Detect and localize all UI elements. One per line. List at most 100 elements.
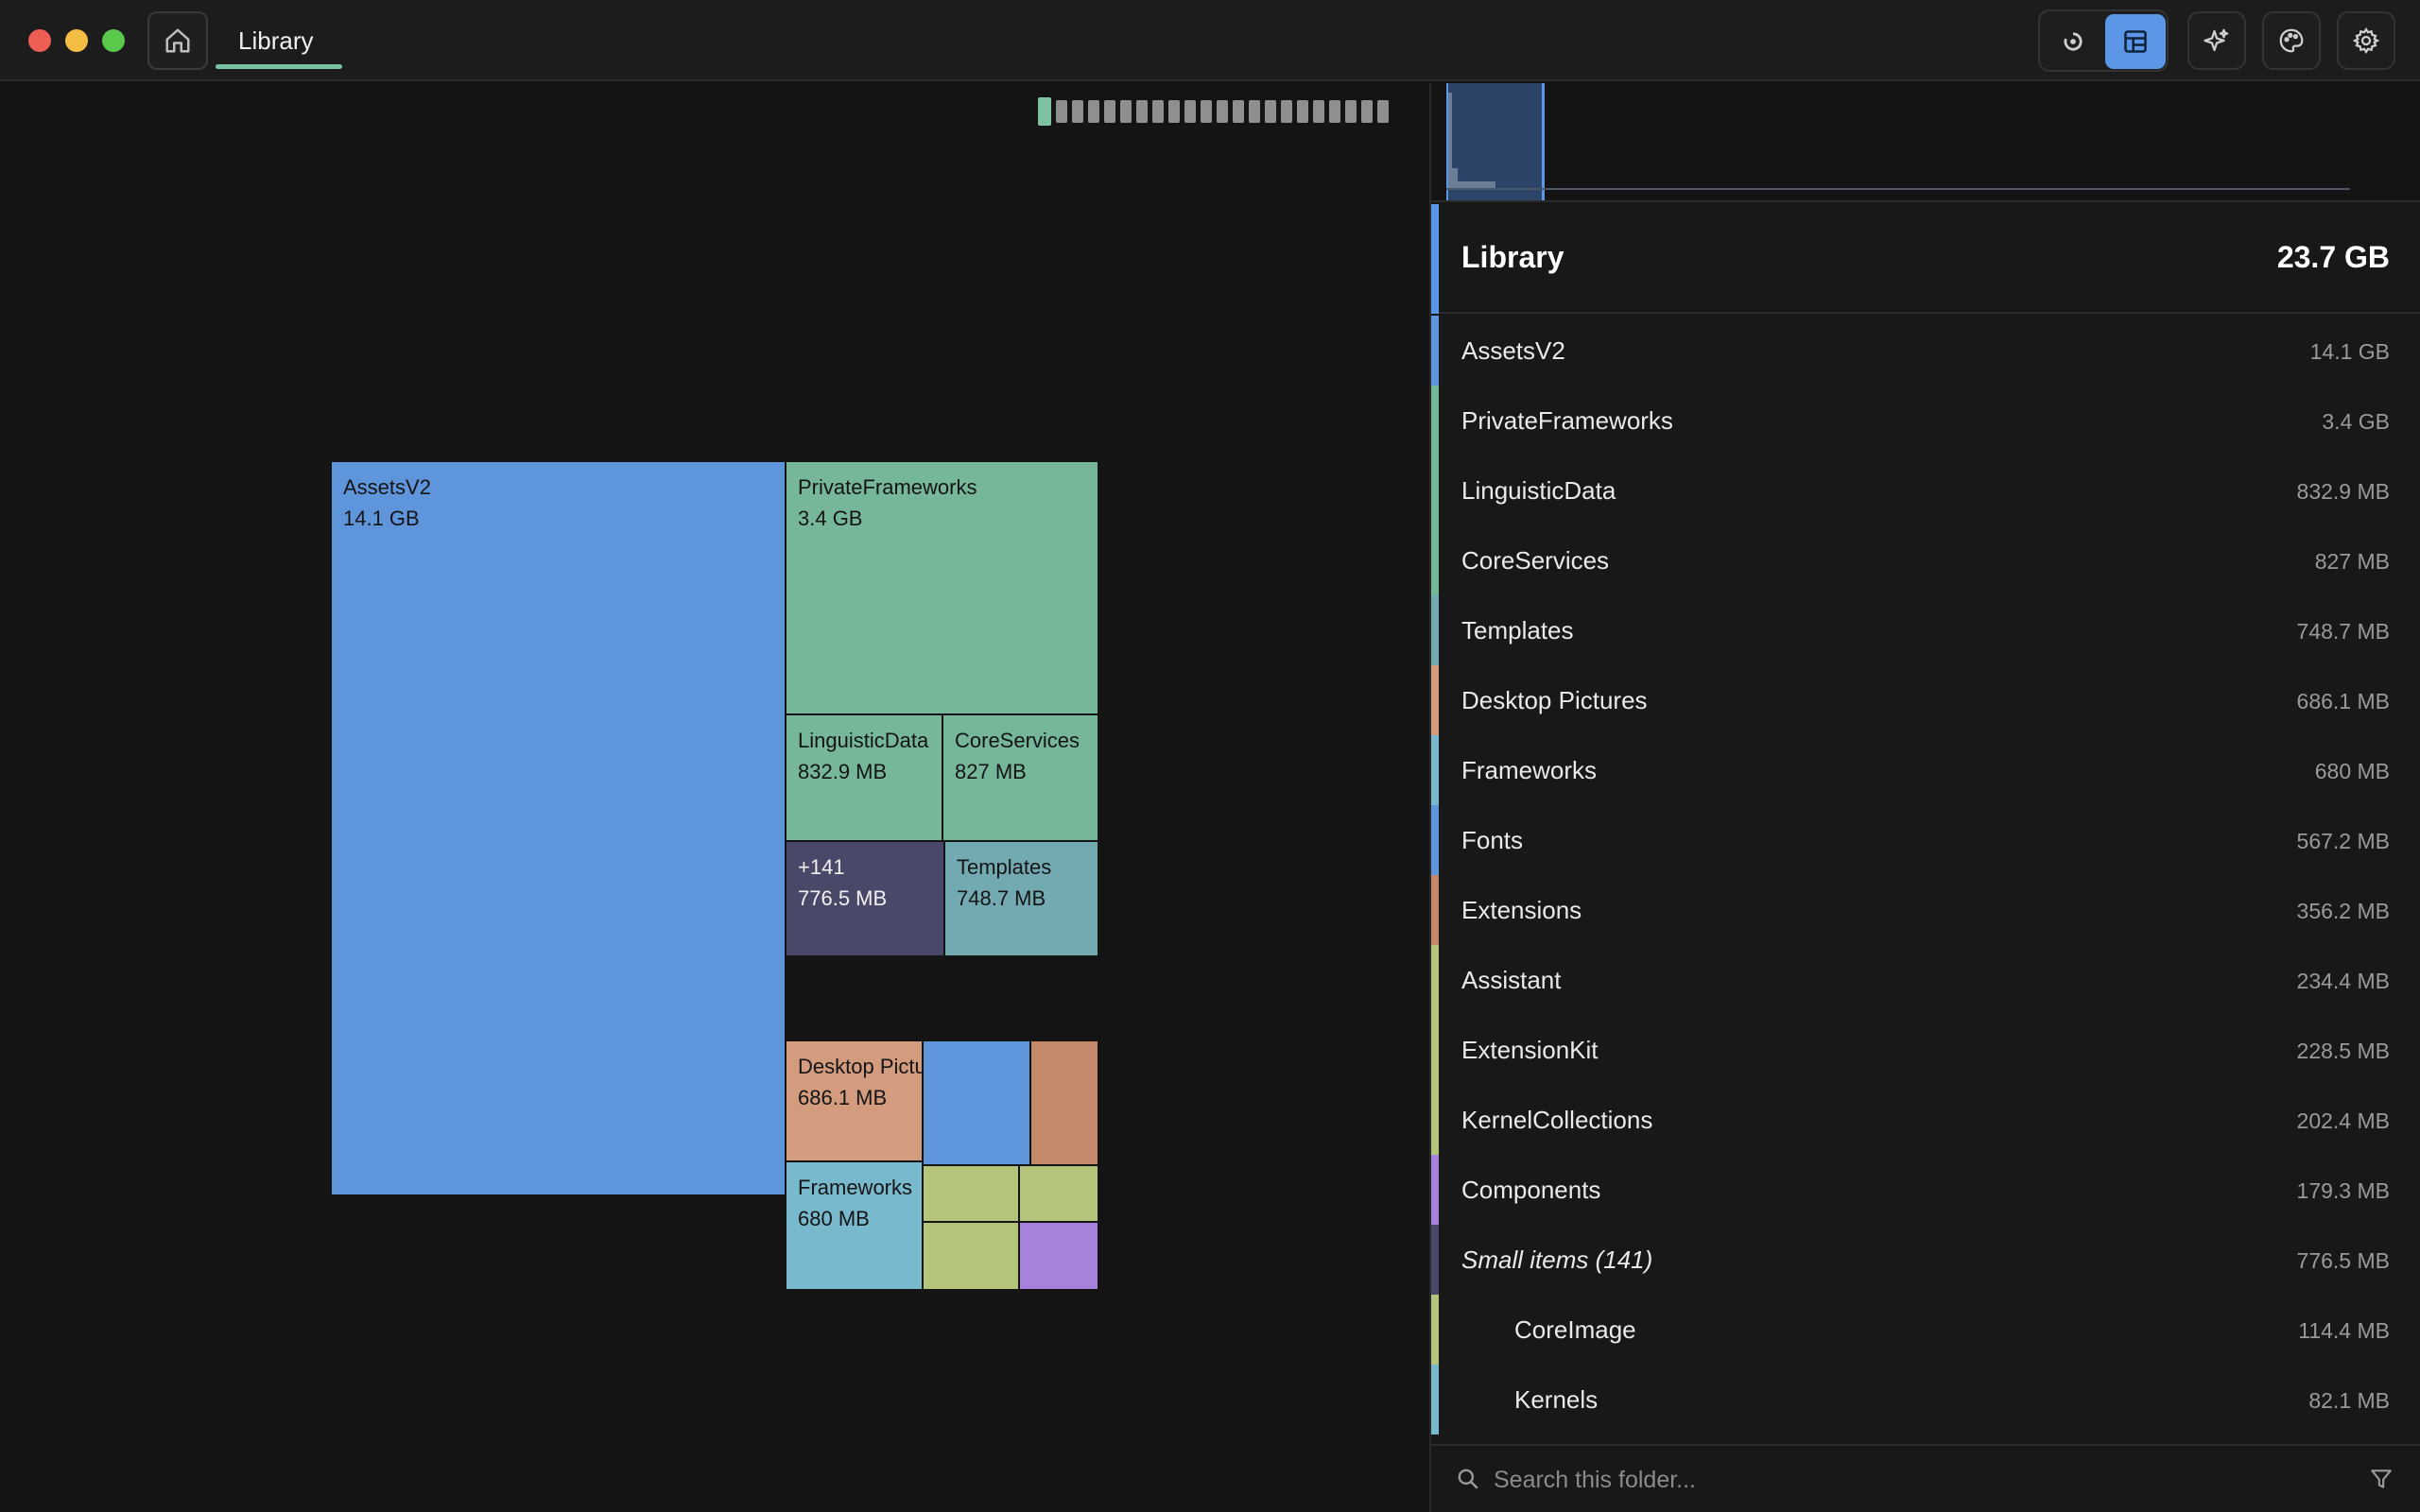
pager-dot[interactable] (1088, 100, 1099, 123)
cell-label: AssetsV2 (343, 475, 431, 499)
close-window-button[interactable] (28, 29, 51, 52)
pager-dot[interactable] (1217, 100, 1228, 123)
color-theme-button[interactable] (2262, 11, 2321, 70)
breadcrumb-underline (216, 64, 342, 69)
palette-icon (2279, 28, 2304, 53)
item-size: 234.4 MB (2296, 969, 2390, 993)
search-icon (1458, 1469, 1478, 1489)
item-name: LinguisticData (1461, 476, 1616, 505)
pager-dot[interactable] (1072, 100, 1083, 123)
item-color-bar (1431, 1295, 1439, 1365)
treemap-cell-fonts[interactable] (922, 1040, 1031, 1166)
treemap-cell-small-items[interactable]: +141 776.5 MB (785, 840, 945, 957)
list-item[interactable]: Desktop Pictures 686.1 MB (1431, 665, 2420, 735)
pager-dot[interactable] (1184, 100, 1196, 123)
pager-dot[interactable] (1313, 100, 1324, 123)
item-size: 827 MB (2314, 549, 2390, 574)
item-color-bar (1431, 595, 1439, 665)
pager-dot[interactable] (1136, 100, 1148, 123)
home-button[interactable] (147, 11, 208, 70)
pager-dot[interactable] (1345, 100, 1357, 123)
sunburst-view-button[interactable] (2043, 14, 2103, 69)
item-color-bar (1431, 665, 1439, 735)
list-item[interactable]: CoreServices 827 MB (1431, 525, 2420, 595)
cell-label: Frameworks (798, 1176, 913, 1199)
item-name: Small items (141) (1461, 1246, 1653, 1274)
pager-dot[interactable] (1249, 100, 1260, 123)
item-color-bar (1431, 316, 1439, 386)
treemap-cell-extensionkit[interactable] (1018, 1164, 1099, 1223)
pager-dot[interactable] (1120, 100, 1132, 123)
minimap-selection[interactable] (1446, 83, 1545, 200)
list-item[interactable]: Templates 748.7 MB (1431, 595, 2420, 665)
search-bar (1431, 1444, 2420, 1512)
pane-divider[interactable] (1429, 83, 1431, 1512)
size-distribution-minimap[interactable] (1431, 83, 2420, 202)
pager-dot[interactable] (1281, 100, 1292, 123)
list-item[interactable]: Small items (141) 776.5 MB (1431, 1225, 2420, 1295)
pager-dot[interactable] (1056, 100, 1067, 123)
ai-insights-button[interactable] (2187, 11, 2246, 70)
gear-icon (2352, 27, 2380, 54)
treemap-cell-desktop-pictures[interactable]: Desktop Pictures 686.1 MB (785, 1040, 924, 1162)
pager-dot-active[interactable] (1038, 97, 1051, 126)
list-item[interactable]: LinguisticData 832.9 MB (1431, 455, 2420, 525)
item-name: AssetsV2 (1461, 336, 1565, 365)
settings-button[interactable] (2337, 11, 2395, 70)
pager-dot[interactable] (1297, 100, 1308, 123)
pager-dot[interactable] (1265, 100, 1276, 123)
treemap-cell-components[interactable] (1018, 1221, 1099, 1291)
zoom-window-button[interactable] (102, 29, 125, 52)
treemap-cell-templates[interactable]: Templates 748.7 MB (943, 840, 1099, 957)
treemap-cell-linguisticdata[interactable]: LinguisticData 832.9 MB (785, 713, 943, 842)
list-item[interactable]: PrivateFrameworks 3.4 GB (1431, 386, 2420, 455)
pager-dot[interactable] (1168, 100, 1180, 123)
item-size: 567.2 MB (2296, 829, 2390, 853)
item-color-bar (1431, 945, 1439, 1015)
pager-dot[interactable] (1377, 100, 1389, 123)
list-item[interactable]: Kernels 82.1 MB (1431, 1365, 2420, 1435)
list-item[interactable]: CoreImage 114.4 MB (1431, 1295, 2420, 1365)
pager-dot[interactable] (1361, 100, 1373, 123)
search-input[interactable] (1494, 1459, 2325, 1501)
item-name: Fonts (1461, 826, 1524, 854)
title-bar: Library (0, 0, 2420, 81)
item-name: CoreServices (1461, 546, 1610, 575)
minimize-window-button[interactable] (65, 29, 88, 52)
treemap-view-button[interactable] (2105, 14, 2166, 69)
cell-label: Templates (957, 855, 1052, 879)
treemap-cell-frameworks[interactable]: Frameworks 680 MB (785, 1160, 924, 1291)
item-size: 832.9 MB (2296, 479, 2390, 504)
list-item[interactable]: ExtensionKit 228.5 MB (1431, 1015, 2420, 1085)
list-item[interactable]: AssetsV2 14.1 GB (1431, 316, 2420, 386)
list-item[interactable]: Frameworks 680 MB (1431, 735, 2420, 805)
cell-label: CoreServices (955, 729, 1080, 752)
treemap-cell-assetsv2[interactable]: AssetsV2 14.1 GB (330, 460, 786, 1196)
pager-dot[interactable] (1104, 100, 1115, 123)
filter-icon[interactable] (2369, 1467, 2394, 1491)
item-color-bar (1431, 1015, 1439, 1085)
item-name: Frameworks (1461, 756, 1598, 784)
item-name: ExtensionKit (1461, 1036, 1599, 1064)
pager-dot[interactable] (1329, 100, 1340, 123)
breadcrumb-current[interactable]: Library (238, 26, 314, 55)
pager-dot[interactable] (1233, 100, 1244, 123)
treemap-cell-kernelcollections[interactable] (922, 1221, 1020, 1291)
list-item[interactable]: Assistant 234.4 MB (1431, 945, 2420, 1015)
item-name: KernelCollections (1461, 1106, 1653, 1134)
treemap-cell-assistant[interactable] (922, 1164, 1020, 1223)
list-item[interactable]: KernelCollections 202.4 MB (1431, 1085, 2420, 1155)
item-name: CoreImage (1514, 1315, 1636, 1344)
treemap-cell-coreservices[interactable]: CoreServices 827 MB (942, 713, 1099, 842)
treemap-cell-extensions[interactable] (1029, 1040, 1099, 1166)
item-color-bar (1431, 875, 1439, 945)
sparkle-icon (2204, 28, 2229, 52)
cell-label: PrivateFrameworks (798, 475, 977, 499)
list-item[interactable]: Fonts 567.2 MB (1431, 805, 2420, 875)
cell-size: 686.1 MB (798, 1086, 888, 1109)
treemap-cell-privateframeworks[interactable]: PrivateFrameworks 3.4 GB (785, 460, 1099, 715)
list-item[interactable]: Extensions 356.2 MB (1431, 875, 2420, 945)
list-item[interactable]: Components 179.3 MB (1431, 1155, 2420, 1225)
pager-dot[interactable] (1152, 100, 1164, 123)
pager-dot[interactable] (1201, 100, 1212, 123)
